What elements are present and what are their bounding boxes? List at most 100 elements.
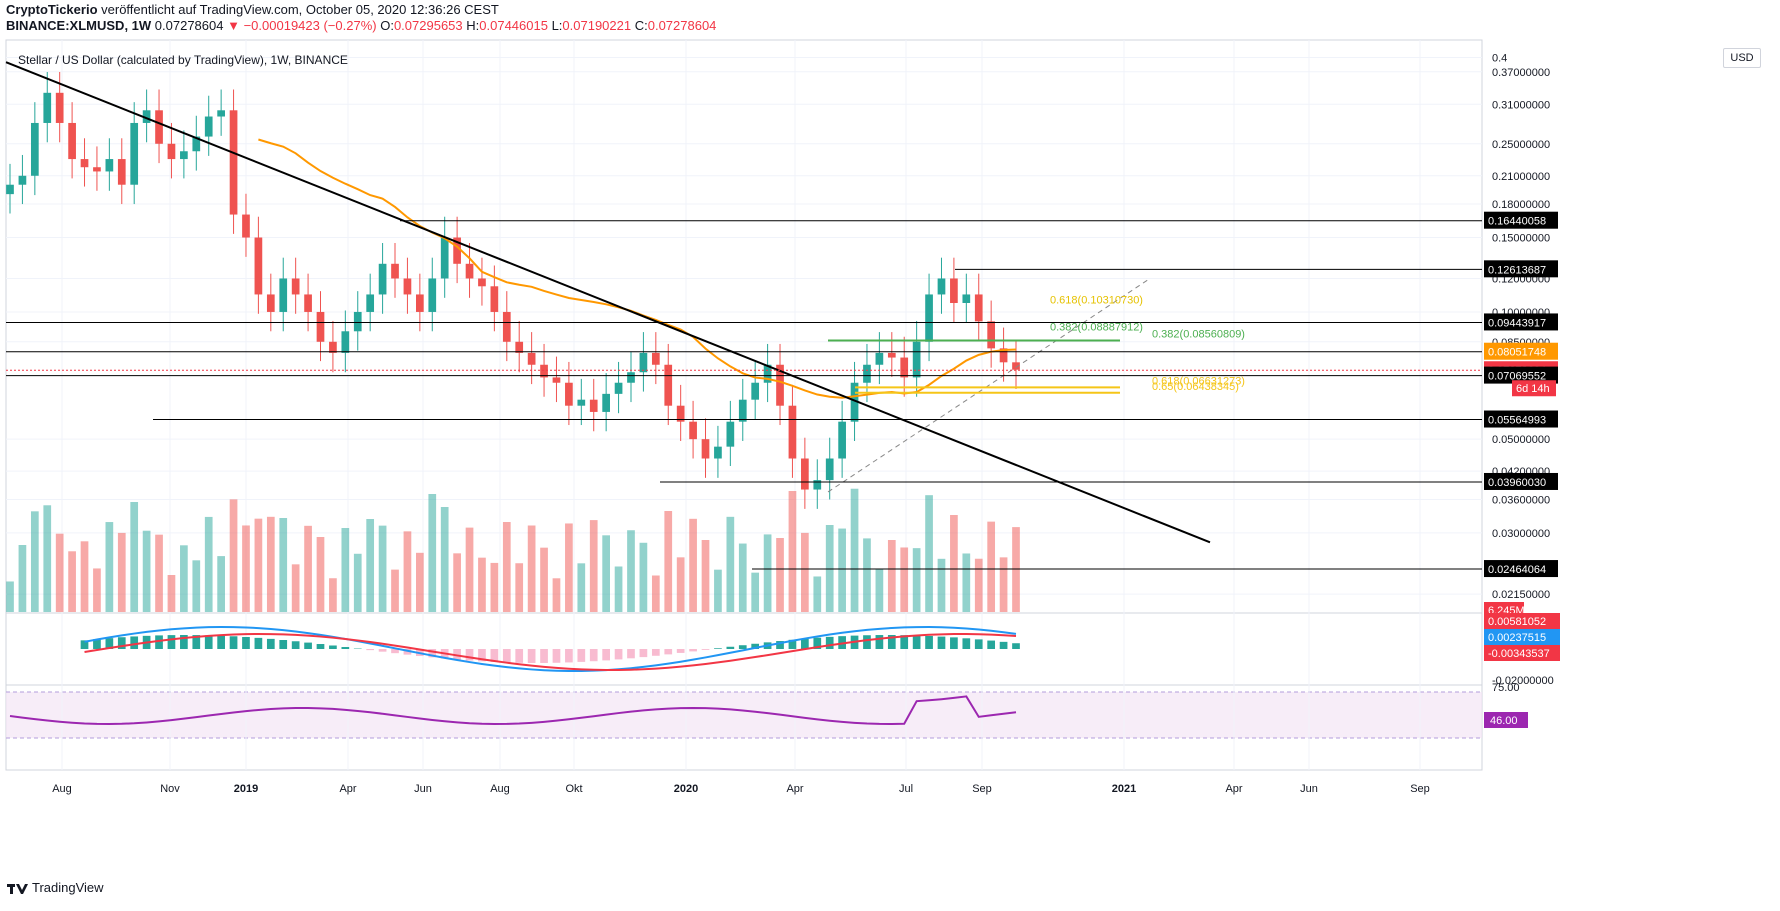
macd-bar	[540, 649, 548, 663]
volume-bar	[912, 548, 921, 612]
macd-value: -0.00343537	[1488, 648, 1550, 660]
level-label-bg	[1484, 211, 1558, 229]
candle	[589, 399, 598, 412]
volume-bar	[527, 525, 536, 612]
macd-bar	[664, 649, 673, 655]
level-label-bg	[1484, 313, 1558, 331]
plot-border	[5, 39, 1483, 771]
level-label: 0.08051748	[1488, 347, 1546, 359]
macd-bar	[192, 635, 201, 649]
candle	[142, 110, 151, 123]
volume-bar	[701, 540, 710, 612]
candle	[329, 341, 337, 353]
macd-line	[84, 626, 1017, 672]
volume-bar	[801, 532, 809, 612]
macd-bar	[825, 636, 834, 649]
candle	[974, 294, 983, 322]
candle	[627, 372, 635, 383]
macd-bar	[254, 637, 263, 649]
volume-bar	[378, 525, 387, 612]
macd-bar	[93, 639, 101, 649]
macd-bar	[453, 649, 461, 660]
volume-bar	[726, 516, 735, 612]
x-tick-label: 2021	[1112, 783, 1136, 795]
currency-button[interactable]: USD	[1723, 48, 1761, 68]
macd-value: 0.00237515	[1488, 632, 1546, 644]
volume-bar	[875, 568, 884, 612]
time-axis[interactable]: Aug Nov 2019 Apr Jun Aug Okt 2020 Apr Jul Sep 2021 A…	[52, 783, 1430, 795]
volume-bar	[366, 519, 375, 612]
macd-bar	[316, 644, 325, 649]
volume-bar	[80, 541, 89, 612]
countdown-bg	[1512, 380, 1556, 397]
rsi-line	[9, 695, 1017, 725]
volume-bar	[714, 569, 722, 612]
y-tick-label: 0.15000000	[1492, 233, 1550, 245]
volume-bar	[217, 556, 225, 612]
volume-bar	[192, 560, 201, 612]
y-tick-label: 0.03600000	[1492, 494, 1550, 506]
macd-bar	[577, 649, 586, 662]
volume-bar	[117, 532, 126, 612]
level-label: 0.09443917	[1488, 317, 1546, 329]
macd-bar	[813, 637, 822, 649]
candle	[540, 364, 548, 378]
trendline	[5, 61, 1211, 544]
macd-bar	[1012, 643, 1020, 649]
volume-bar	[515, 563, 524, 612]
candle	[341, 331, 350, 353]
candle	[763, 364, 772, 383]
candle	[614, 382, 623, 394]
macd-bar	[304, 642, 312, 649]
macd-bar	[726, 646, 735, 649]
candle	[68, 122, 76, 160]
macd-bar	[925, 635, 933, 649]
candle	[266, 294, 275, 312]
x-tick-label: Sep	[1410, 783, 1430, 795]
candle	[304, 294, 312, 312]
volume-bar	[43, 505, 52, 612]
drawings: 0.618(0.10310730) 0.382(0.08887912) 0.382(…	[5, 61, 1482, 570]
low-value: 0.07190221	[562, 18, 632, 33]
candle	[217, 110, 225, 117]
candle	[527, 352, 536, 365]
candle	[925, 294, 933, 342]
candle	[850, 382, 859, 422]
candle	[987, 321, 996, 349]
candle	[664, 364, 673, 406]
candle	[813, 480, 822, 490]
candle	[838, 421, 846, 459]
tradingview-logo-icon	[7, 883, 28, 894]
candle	[565, 382, 573, 406]
candle	[577, 399, 586, 406]
macd-bar	[502, 649, 511, 663]
rsi-upper-label: 75.00	[1492, 682, 1520, 694]
volume-bar	[925, 495, 933, 612]
level-label-bg	[1484, 260, 1558, 278]
macd-bar	[776, 641, 784, 649]
y-tick-label: 0.37000000	[1492, 67, 1550, 79]
volume-bar	[279, 518, 288, 612]
macd-bar	[105, 638, 114, 649]
level-label: 0.07069552	[1488, 371, 1546, 383]
level-label: 0.12613687	[1488, 264, 1546, 276]
macd-bar	[639, 649, 648, 658]
level-label: 0.05564993	[1488, 415, 1546, 427]
candle	[552, 377, 561, 383]
volume-bar	[502, 522, 511, 612]
candle	[738, 399, 747, 422]
macd-bar	[887, 635, 896, 649]
candle	[465, 263, 474, 279]
macd-bar	[589, 649, 598, 662]
volume-bar	[490, 562, 499, 612]
y-tick-label: 0.02150000	[1492, 589, 1550, 601]
author: CryptoTickerio	[6, 2, 98, 17]
macd-bar	[366, 649, 375, 651]
volume-bar	[316, 537, 325, 612]
price-axis[interactable]: 0.4 0.37000000 0.31000000 0.25000000 0.21000…	[1484, 52, 1560, 728]
macd-value: 0.00581052	[1488, 616, 1546, 628]
y-tick-label: 0.21000000	[1492, 171, 1550, 183]
candle	[353, 311, 362, 332]
published-info: veröffentlicht auf TradingView.com, Octo…	[101, 2, 499, 17]
